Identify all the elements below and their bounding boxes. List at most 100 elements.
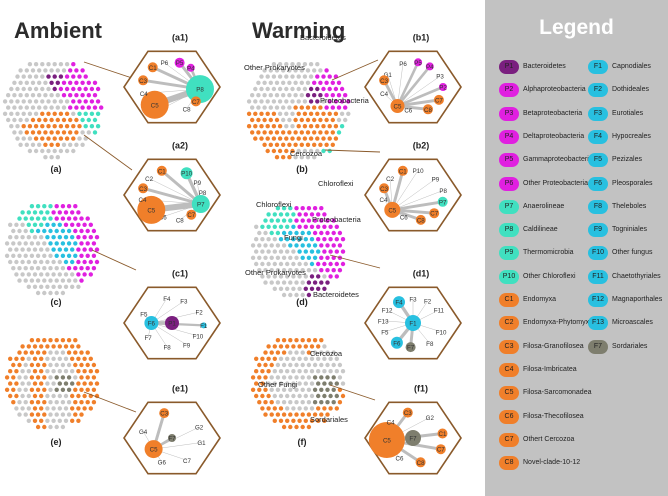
- network-cluster-c: [4, 204, 100, 296]
- node-label: C1: [149, 65, 157, 72]
- node-label: C5: [150, 447, 158, 454]
- legend-badge: F7: [588, 339, 608, 354]
- annotation-bacteroidetes-b: Bacteroidetes: [300, 33, 346, 42]
- node-label: C4: [380, 91, 388, 98]
- node-label: F2: [195, 310, 203, 317]
- legend-badge: C1: [499, 293, 519, 307]
- node-label: C6: [396, 456, 404, 463]
- node-label: P8: [199, 190, 207, 197]
- node-label: F7: [409, 436, 417, 443]
- legend-item-c8: C8 Novel-clade-10-12: [499, 455, 580, 471]
- network-cluster-a: [2, 61, 104, 160]
- panel-label: (f): [298, 437, 307, 447]
- node-P7: [191, 195, 210, 213]
- legend-badge: F13: [588, 316, 608, 331]
- node-label: F5: [381, 329, 389, 336]
- legend-badge: P5: [499, 153, 519, 168]
- ambient-title: Ambient: [14, 18, 103, 43]
- node-C3: [379, 183, 390, 194]
- legend-item-f3: F3 Eurotiales: [588, 106, 643, 122]
- legend-item-p8: P8 Caldilineae: [499, 222, 558, 238]
- annotation-cercozoa-f: Cercozoa: [310, 349, 343, 358]
- node-label: C7: [437, 447, 445, 454]
- legend-label: Novel-clade-10-12: [523, 459, 581, 467]
- node-label: P9: [194, 180, 202, 187]
- node-label: C3: [160, 411, 168, 418]
- node-C7: [186, 209, 197, 220]
- node-label: G4: [139, 429, 148, 436]
- legend-item-p3: P3 Betaproteobacteria: [499, 106, 582, 122]
- node-label: C7: [435, 97, 443, 104]
- legend-badge: P6: [499, 176, 519, 191]
- legend-label: Filosa-Imbricatea: [523, 365, 577, 373]
- legend-badge: P10: [499, 269, 519, 284]
- legend-item-c5: C5 Filosa-Sarcomonadea: [499, 385, 591, 401]
- panel-label: (b): [296, 164, 308, 174]
- node-label: C1: [399, 168, 407, 175]
- legend-item-f1: F1 Capnodiales: [588, 59, 651, 75]
- legend-item-f11: F11 Chaetothyriales: [588, 269, 661, 285]
- annotation-sordariales-f: Sordariales: [310, 415, 348, 424]
- legend-label: Microascales: [612, 319, 653, 327]
- node-label: F4: [163, 296, 171, 303]
- legend-label: Filosa-Sarcomonadea: [523, 389, 592, 397]
- node-label: F3: [409, 296, 417, 303]
- network-cluster-b: [246, 61, 351, 160]
- node-label: C3: [380, 186, 388, 193]
- node-C3: [138, 75, 149, 86]
- node-C5: [368, 422, 405, 458]
- node-label: F1: [200, 323, 208, 330]
- node-P4: [186, 63, 195, 72]
- node-label: P4: [187, 65, 195, 72]
- node-F7: [168, 434, 176, 442]
- node-P2: [439, 83, 447, 91]
- hexagon-label: (f1): [414, 384, 428, 394]
- network-figure: Ambient Warming (a1)P6P5P4P3P8C7C8C6C5C4…: [2, 18, 462, 475]
- legend-label: Dothideales: [612, 86, 649, 94]
- node-label: P3: [436, 74, 444, 81]
- node-C3: [159, 408, 170, 419]
- node-label: F3: [180, 299, 188, 306]
- node-label: C6: [404, 107, 412, 114]
- node-label: F9: [183, 342, 191, 349]
- node-label: C6: [400, 214, 408, 221]
- legend-badge: P4: [499, 129, 519, 144]
- node-label: F8: [426, 341, 434, 348]
- legend-item-f7: F7 Sordariales: [588, 339, 647, 355]
- annotation-proteobacteria-d: Proteobacteria: [312, 215, 362, 224]
- node-C7: [433, 94, 444, 105]
- node-C3: [379, 75, 390, 86]
- legend-badge: F12: [588, 293, 608, 307]
- node-label: C8: [176, 217, 184, 224]
- node-P5: [174, 57, 185, 68]
- node-P5: [414, 58, 423, 67]
- legend-item-f5: F5 Pezizales: [588, 152, 642, 168]
- hexagon-f1: (f1) C3 G2 C1 C7 C8 C6 C5 C4 F7: [364, 384, 462, 475]
- node-label: G2: [426, 415, 435, 422]
- legend-badge: C4: [499, 362, 519, 377]
- node-label: F10: [193, 333, 204, 340]
- legend-badge: F4: [588, 129, 608, 144]
- node-C1: [156, 165, 167, 176]
- node-P10: [180, 167, 193, 180]
- legend-badge: C5: [499, 386, 519, 401]
- node-label: F11: [434, 308, 445, 315]
- node-label: C8: [417, 217, 425, 224]
- legend-label: Sordariales: [612, 342, 648, 350]
- legend-label: Betaproteobacteria: [523, 109, 583, 117]
- edge: [397, 63, 404, 107]
- legend-item-c4: C4 Filosa-Imbricatea: [499, 362, 577, 378]
- legend-label: Deltaproteobacteria: [523, 132, 585, 140]
- node-P8: [186, 75, 214, 104]
- panel-label: (a): [51, 164, 62, 174]
- legend-label: Othert Cercozoa: [523, 435, 575, 443]
- legend-panel: Legend P1 Bacteroidetes P2 Alphaproteobacte…: [485, 0, 668, 496]
- node-label: P8: [196, 87, 204, 94]
- node-C3: [138, 183, 149, 194]
- node-label: C5: [383, 438, 391, 445]
- annotation-other-prokaryotes-d: Other Prokaryotes: [245, 268, 306, 277]
- node-C1: [397, 165, 408, 176]
